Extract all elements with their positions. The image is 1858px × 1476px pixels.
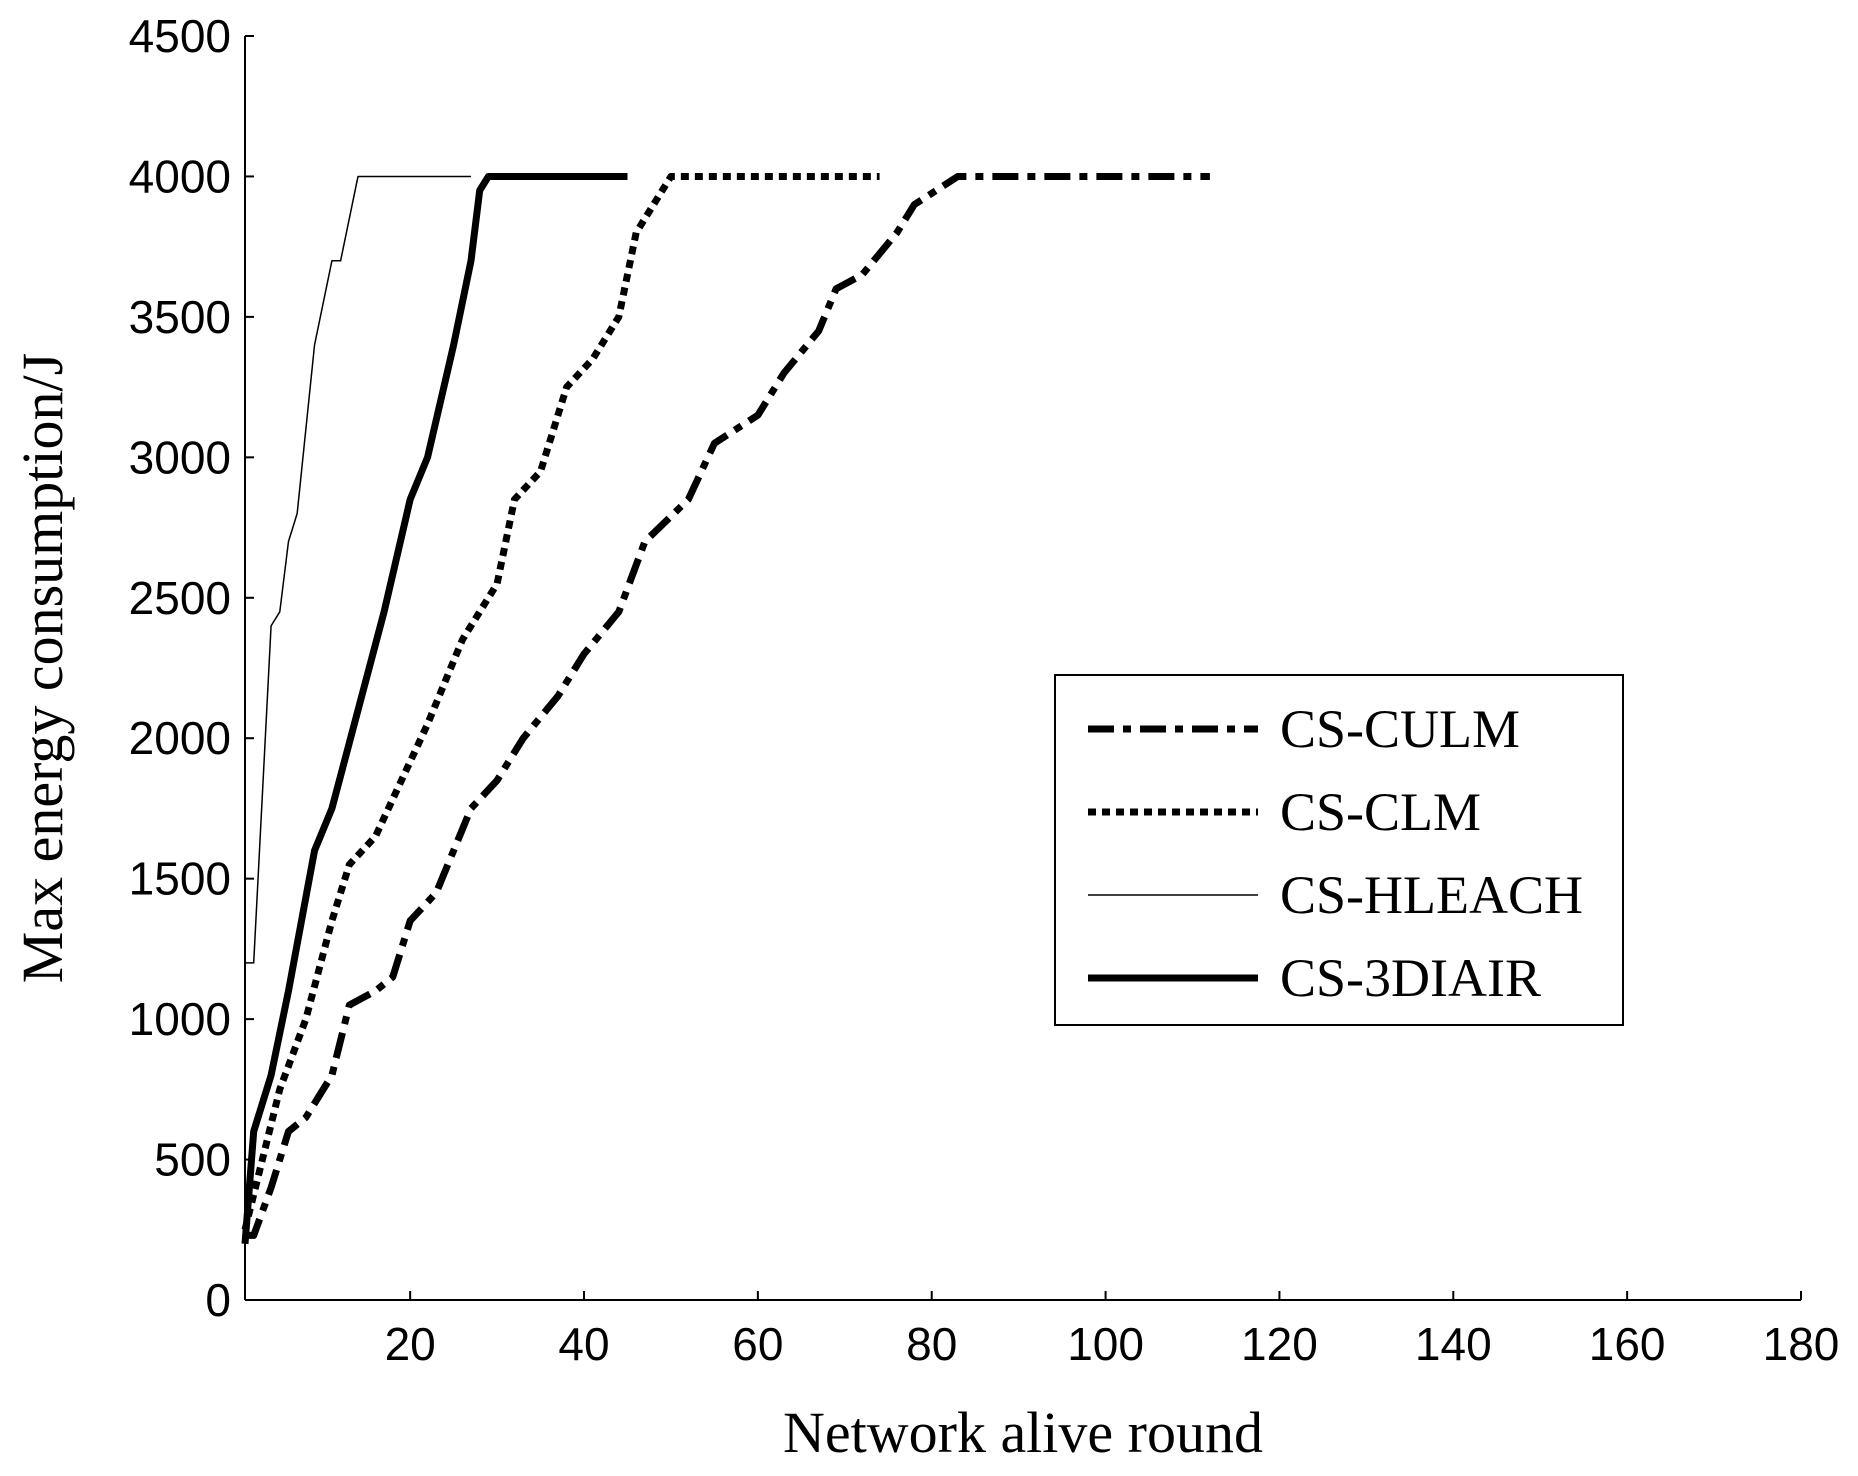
legend-label: CS-CULM	[1280, 699, 1520, 759]
x-tick-label: 100	[1067, 1318, 1144, 1370]
legend-label: CS-CLM	[1280, 782, 1481, 842]
y-tick-label: 500	[154, 1134, 231, 1186]
y-tick-label: 3500	[129, 291, 231, 343]
y-tick-label: 2000	[129, 712, 231, 764]
x-tick-label: 40	[558, 1318, 609, 1370]
y-tick-label: 0	[205, 1274, 231, 1326]
y-tick-label: 1500	[129, 853, 231, 905]
series-line	[245, 172, 1210, 1239]
legend-label: CS-HLEACH	[1280, 865, 1583, 925]
legend-label: CS-3DIAIR	[1280, 948, 1541, 1008]
series-line	[245, 175, 472, 964]
x-tick-label: 60	[732, 1318, 783, 1370]
x-axis-label: Network alive round	[783, 1400, 1263, 1465]
y-tick-label: 4000	[129, 150, 231, 202]
y-tick-label: 1000	[129, 993, 231, 1045]
x-tick-label: 180	[1763, 1318, 1840, 1370]
legend-box	[1054, 674, 1624, 1026]
y-tick-label: 4500	[129, 10, 231, 62]
y-tick-label: 3000	[129, 431, 231, 483]
series-line	[241, 172, 628, 1245]
x-tick-label: 20	[385, 1318, 436, 1370]
x-tick-label: 140	[1415, 1318, 1492, 1370]
x-tick-label: 120	[1241, 1318, 1318, 1370]
y-tick-label: 2500	[129, 572, 231, 624]
series-line	[241, 172, 880, 1231]
y-axis-label: Max energy consumption/J	[10, 353, 75, 983]
x-tick-label: 80	[906, 1318, 957, 1370]
x-tick-label: 160	[1589, 1318, 1666, 1370]
